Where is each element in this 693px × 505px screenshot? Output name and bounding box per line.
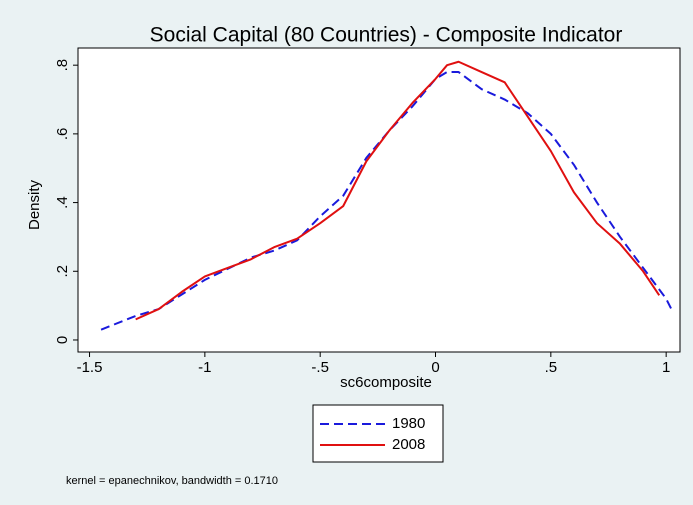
x-axis-label: sc6composite [340,374,432,391]
x-tick-label: -.5 [311,359,329,376]
x-tick-label: 1 [662,359,670,376]
y-tick-label: .6 [54,128,71,141]
x-tick-label: 0 [431,359,439,376]
legend-label: 2008 [392,436,425,453]
x-tick-label: -1 [198,359,211,376]
chart-title: Social Capital (80 Countries) - Composit… [150,24,623,47]
plot-area [77,47,681,353]
line-series [135,60,661,321]
y-axis-label: Density [26,179,43,230]
y-tick-label: .2 [54,265,71,278]
x-tick-label: .5 [545,359,558,376]
legend-label: 1980 [392,415,425,432]
legend [312,404,444,463]
note: kernel = epanechnikov, bandwidth = 0.171… [66,475,278,487]
line-series [100,71,674,331]
y-tick-label: .4 [54,196,71,209]
x-tick-label: -1.5 [77,359,103,376]
y-tick-label: .8 [54,59,71,72]
y-tick-label: 0 [54,336,71,344]
